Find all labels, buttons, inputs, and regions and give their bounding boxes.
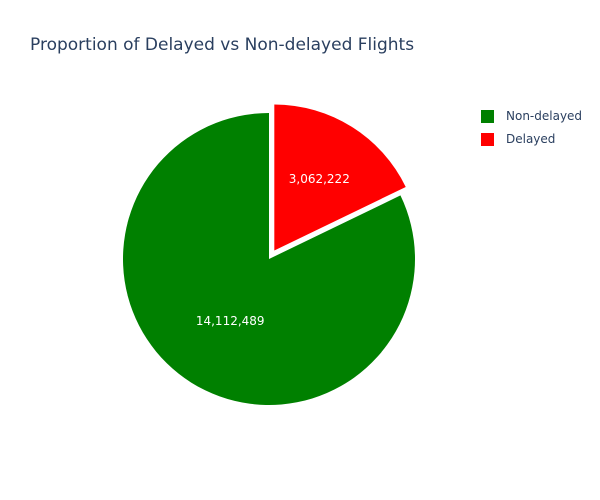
legend-swatch-non-delayed bbox=[481, 109, 494, 123]
chart-title: Proportion of Delayed vs Non-delayed Fli… bbox=[30, 35, 415, 55]
legend-item-non-delayed[interactable]: Non-delayed bbox=[481, 106, 582, 126]
pie-label-non-delayed: 14,112,489 bbox=[196, 314, 265, 328]
legend-label-non-delayed: Non-delayed bbox=[506, 109, 583, 123]
pie-slice-delayed[interactable] bbox=[274, 104, 406, 251]
legend-label-delayed: Delayed bbox=[506, 132, 556, 146]
pie-label-delayed: 3,062,222 bbox=[289, 172, 350, 186]
pie-slice-non-delayed[interactable] bbox=[123, 113, 415, 405]
legend-item-delayed[interactable]: Delayed bbox=[481, 129, 582, 149]
legend[interactable]: Non-delayed Delayed bbox=[481, 106, 582, 152]
legend-swatch-delayed bbox=[481, 132, 494, 146]
